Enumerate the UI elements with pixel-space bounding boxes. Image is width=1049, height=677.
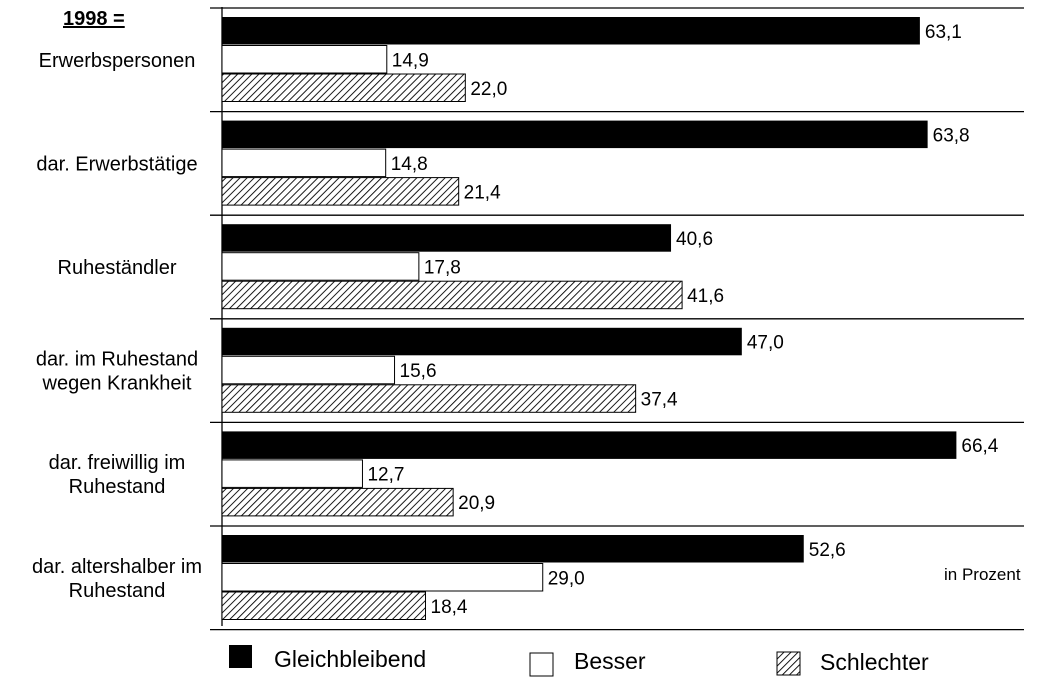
category-label: dar. im Ruhestand: [36, 349, 198, 371]
legend-label-schlechter: Schlechter: [820, 649, 929, 675]
data-label: 63,1: [925, 22, 962, 43]
data-label: 52,6: [809, 540, 846, 561]
data-label: 20,9: [458, 493, 495, 514]
bar-gleichbleibend: [222, 431, 957, 459]
data-label: 15,6: [400, 361, 437, 382]
bar-gleichbleibend: [222, 17, 920, 45]
category-label: dar. freiwillig im: [49, 452, 186, 474]
unit-label: in Prozent: [944, 565, 1021, 584]
bar-besser: [221, 148, 387, 178]
data-label: 29,0: [548, 568, 585, 589]
category-label: Ruhestand: [69, 580, 166, 602]
data-label: 63,8: [933, 125, 970, 146]
bar-schlechter: [221, 591, 427, 620]
legend-label-besser: Besser: [574, 648, 646, 674]
data-label: 37,4: [641, 390, 678, 411]
data-label: 14,9: [392, 50, 429, 71]
bar-besser: [221, 355, 396, 385]
data-label: 66,4: [961, 436, 998, 457]
bar-besser: [221, 252, 420, 281]
category-label: wegen Krankheit: [42, 373, 192, 395]
data-label: 21,4: [464, 182, 501, 203]
data-label: 41,6: [687, 286, 724, 307]
data-label: 40,6: [676, 229, 713, 250]
category-label: dar. altershalber im: [32, 556, 202, 578]
bar-schlechter: [221, 73, 466, 102]
data-label: 17,8: [424, 257, 461, 278]
category-label: Ruheständler: [58, 257, 177, 279]
data-label: 14,8: [391, 154, 428, 175]
chart-heading: 1998 =: [63, 8, 125, 30]
bar-schlechter: [221, 177, 460, 206]
bar-gleichbleibend: [222, 120, 928, 149]
bar-schlechter: [221, 384, 637, 413]
bar-besser: [221, 563, 544, 592]
legend: Gleichbleibend Besser Schlechter: [229, 645, 929, 677]
bar-gleichbleibend: [222, 535, 804, 563]
bar-schlechter: [221, 487, 454, 517]
bar-schlechter: [221, 280, 683, 310]
bar-besser: [221, 459, 363, 488]
data-label: 12,7: [367, 465, 404, 486]
bars-layer: Erwerbspersonen 63,1 14,9 22,0 dar. Erwerbst…: [32, 7, 1024, 631]
data-label: 18,4: [431, 597, 468, 618]
bar-besser: [221, 45, 388, 74]
legend-swatch-schlechter: [776, 651, 801, 676]
category-label: Erwerbspersonen: [39, 50, 196, 72]
category-label: Ruhestand: [69, 476, 166, 498]
legend-swatch-besser: [529, 652, 554, 677]
bar-gleichbleibend: [222, 224, 672, 252]
legend-label-gleichbleibend: Gleichbleibend: [274, 646, 426, 672]
category-label: dar. Erwerbstätige: [36, 153, 197, 175]
data-label: 22,0: [470, 79, 507, 100]
legend-swatch-gleichbleibend: [229, 645, 252, 668]
bar-gleichbleibend: [222, 327, 742, 356]
data-label: 47,0: [747, 333, 784, 354]
